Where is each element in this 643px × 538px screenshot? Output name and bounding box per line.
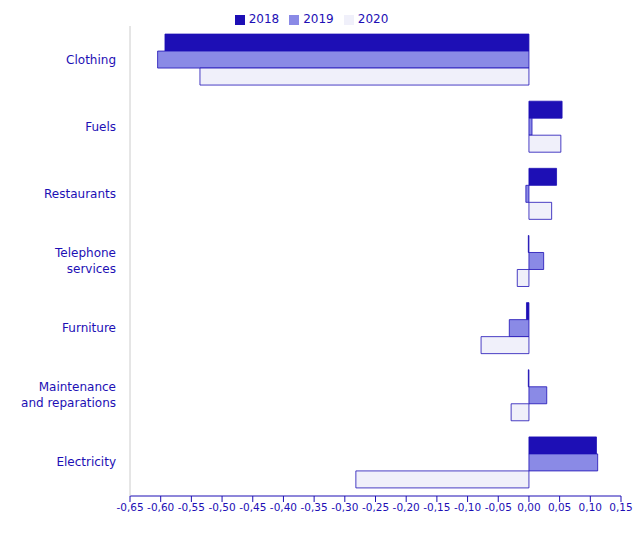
svg-text:0,15: 0,15 [609,501,632,513]
html-text:2020: 2020 [357,12,389,26]
svg-text:Fuels: Fuels [85,120,116,134]
svg-text:Clothing: Clothing [66,53,116,67]
svg-text:-0,35: -0,35 [301,501,328,513]
svg-text:-0,10: -0,10 [454,501,481,513]
svg-text:-0,25: -0,25 [362,501,389,513]
svg-text:-0,50: -0,50 [208,501,235,513]
svg-text:-0,55: -0,55 [178,501,205,513]
svg-text:0,00: 0,00 [517,501,540,513]
svg-text:Electricity: Electricity [56,455,116,469]
svg-text:0,05: 0,05 [548,501,571,513]
svg-text:-0,15: -0,15 [423,501,450,513]
svg-text:Restaurants: Restaurants [44,187,116,201]
html-text:2019: 2019 [303,12,334,26]
svg-text:0,10: 0,10 [579,501,602,513]
svg-text:Maintenanceand reparations: Maintenanceand reparations [21,380,116,410]
svg-text:-0,60: -0,60 [147,501,174,513]
svg-text:-0,30: -0,30 [331,501,358,513]
svg-text:-0,05: -0,05 [485,501,512,513]
svg-text:-0,45: -0,45 [239,501,266,513]
svg-text:-0,40: -0,40 [270,501,297,513]
svg-text:Telephoneservices: Telephoneservices [54,246,116,276]
svg-text:Furniture: Furniture [62,321,116,335]
html-text:2018: 2018 [248,12,280,26]
svg-text:-0,65: -0,65 [116,501,143,513]
svg-text:-0,20: -0,20 [393,501,420,513]
